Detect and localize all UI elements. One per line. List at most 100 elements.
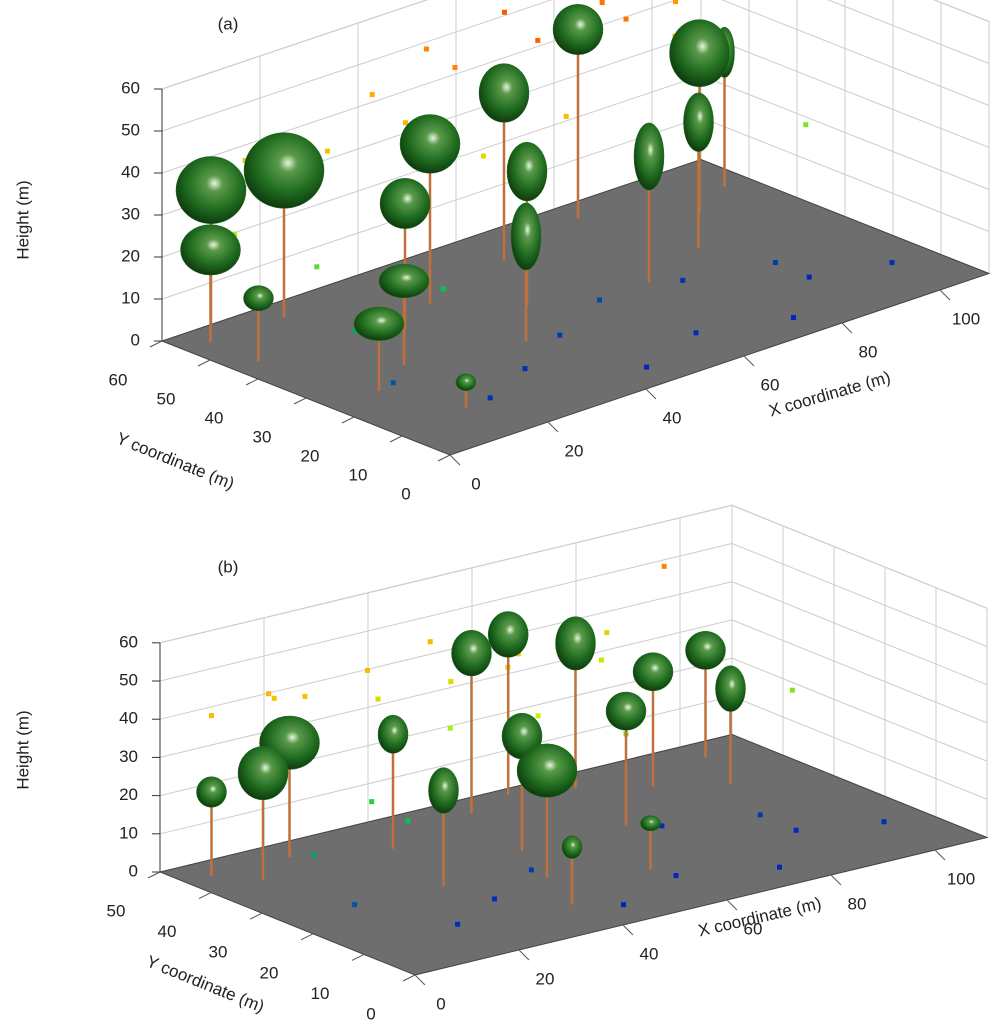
y-tick-label: 40: [158, 922, 177, 941]
z-tick-label: 40: [121, 162, 140, 181]
point: [803, 122, 809, 128]
y-tick-label: 20: [260, 963, 279, 982]
x-tick: [841, 322, 853, 334]
y-tick-label: 0: [366, 1004, 375, 1023]
point: [680, 277, 686, 283]
tree-crown: [428, 767, 459, 814]
x-tick-label: 40: [640, 944, 659, 963]
y-tick: [245, 378, 259, 386]
point: [522, 366, 528, 372]
point: [390, 380, 396, 386]
point: [661, 563, 667, 569]
tree-crown: [506, 141, 548, 202]
tree-crown: [243, 285, 274, 312]
y-axis-title: Y coordinate (m): [144, 952, 267, 1017]
tree-crown: [379, 178, 431, 229]
x-tick: [414, 974, 426, 986]
point: [427, 639, 433, 645]
y-tick: [198, 892, 212, 900]
y-axis-title: Y coordinate (m): [114, 429, 237, 494]
point: [889, 260, 895, 266]
x-tick: [547, 421, 559, 433]
y-tick-label: 50: [107, 901, 126, 920]
z-tick-label: 60: [121, 78, 140, 97]
y-tick: [437, 454, 451, 462]
point: [403, 120, 408, 126]
tree-crown: [552, 4, 604, 55]
z-tick-label: 0: [129, 861, 138, 880]
point: [314, 264, 320, 270]
y-tick: [149, 340, 163, 348]
point: [369, 92, 375, 98]
tree-crown: [640, 815, 661, 832]
x-tick-label: 60: [744, 919, 763, 938]
point: [502, 9, 507, 15]
tree-crown: [685, 630, 726, 670]
point: [673, 0, 678, 5]
chart-panel: 010203040506002040608010001020304050(b)X…: [13, 504, 989, 1023]
tree-crown: [237, 746, 289, 801]
point: [621, 902, 626, 908]
tree-crown: [243, 132, 325, 209]
x-tick-label: 80: [848, 894, 867, 913]
x-tick: [449, 454, 461, 466]
point: [352, 902, 358, 908]
grid-line: [159, 542, 988, 682]
point: [772, 260, 778, 265]
point: [448, 679, 454, 685]
z-tick-label: 10: [119, 823, 138, 842]
point: [604, 630, 610, 636]
tree-crown: [378, 263, 430, 299]
point: [487, 395, 493, 401]
x-tick-label: 20: [565, 441, 584, 460]
y-tick: [147, 871, 161, 879]
y-tick: [249, 912, 263, 920]
y-tick: [293, 397, 307, 405]
x-tick-label: 100: [952, 309, 980, 328]
x-tick-label: 20: [536, 969, 555, 988]
point: [881, 819, 887, 825]
x-tick-label: 80: [859, 342, 878, 361]
grid-line: [159, 619, 988, 758]
x-tick-label: 100: [947, 869, 975, 888]
x-tick-label: 0: [436, 994, 445, 1013]
x-tick: [726, 899, 738, 911]
y-tick-label: 10: [349, 465, 368, 484]
tree-crown: [455, 373, 477, 391]
x-tick-label: 0: [471, 474, 480, 493]
tree-crown: [516, 743, 578, 798]
grid-line: [159, 504, 988, 644]
point: [492, 896, 497, 902]
point: [452, 65, 458, 70]
x-tick: [518, 949, 530, 961]
x-tick: [645, 388, 657, 400]
point: [557, 332, 563, 338]
grid-line: [161, 0, 990, 174]
point: [311, 852, 317, 858]
point: [597, 297, 602, 303]
y-tick: [402, 974, 416, 982]
point: [423, 46, 429, 52]
y-tick: [197, 359, 211, 367]
x-axis-title: X coordinate (m): [767, 368, 893, 421]
x-tick: [939, 289, 951, 301]
tree-crown: [715, 665, 746, 712]
tree-crown: [353, 306, 405, 341]
point: [791, 315, 796, 321]
tree-crown: [377, 714, 409, 754]
point: [352, 328, 358, 334]
point: [535, 713, 541, 719]
z-tick-label: 50: [121, 120, 140, 139]
tree-crown: [632, 652, 674, 692]
z-tick-label: 40: [119, 709, 138, 728]
point: [535, 37, 541, 43]
y-tick-label: 50: [157, 389, 176, 408]
point: [302, 693, 308, 699]
x-tick: [934, 849, 946, 861]
point: [369, 799, 375, 805]
tree-crown: [180, 224, 241, 276]
point: [324, 148, 330, 154]
point: [789, 687, 795, 693]
tree-crown: [478, 63, 530, 123]
